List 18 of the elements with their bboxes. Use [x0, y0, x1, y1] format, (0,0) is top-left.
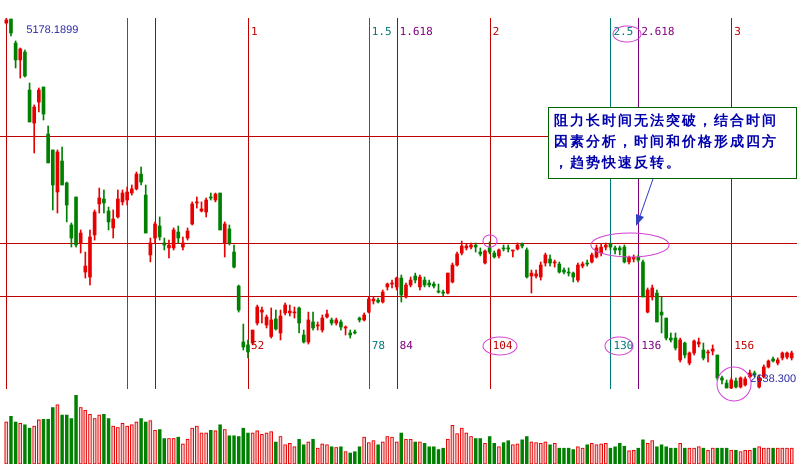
annotation: 130 [613, 338, 634, 352]
annotation: 5178.1899 [26, 24, 78, 36]
annotation: 阻力长时间无法突破，结合时间因素分析，时间和价格形成四方，趋势快速反转。 [548, 107, 797, 179]
candlestick [344, 326, 348, 336]
annotation: 78 [372, 338, 386, 352]
annotation: 104 [492, 338, 513, 352]
annotation: 136 [641, 338, 662, 352]
annotation: 52 [250, 338, 264, 352]
annotation: 1 [250, 24, 258, 38]
annotation: 1.5 [372, 24, 392, 38]
annotation: 2.618 [641, 24, 674, 38]
annotation: 1.618 [400, 24, 433, 38]
annotation: 156 [734, 338, 754, 352]
annotation: 84 [400, 338, 414, 352]
annotation: 2.5 [613, 24, 634, 38]
candlestick [706, 350, 710, 362]
annotation: 3 [734, 24, 741, 38]
annotation: 2 [492, 24, 500, 38]
